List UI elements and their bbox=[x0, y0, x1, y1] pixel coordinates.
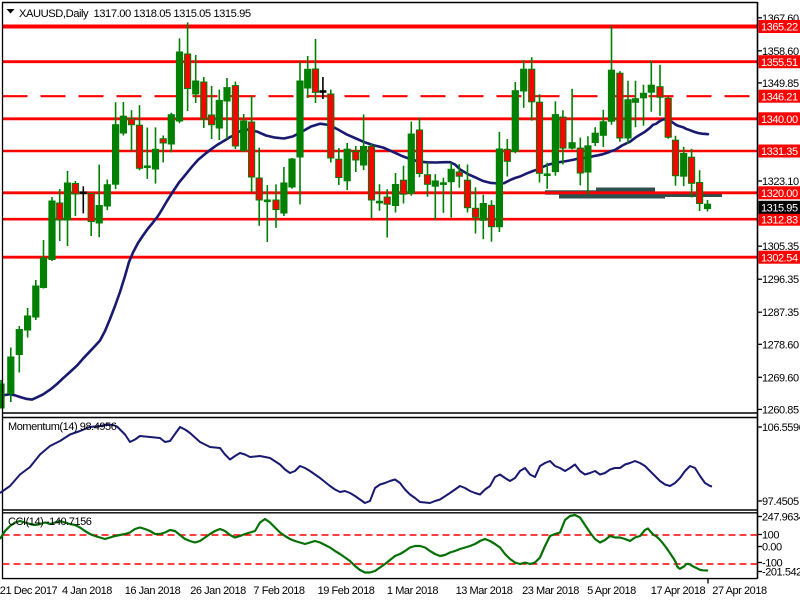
svg-text:1278.60: 1278.60 bbox=[762, 339, 799, 351]
svg-text:0.00: 0.00 bbox=[762, 542, 782, 554]
svg-text:23 Mar 2018: 23 Mar 2018 bbox=[522, 585, 579, 597]
svg-text:17 Apr 2018: 17 Apr 2018 bbox=[651, 585, 706, 597]
svg-text:1312.83: 1312.83 bbox=[761, 214, 798, 226]
svg-text:1302.54: 1302.54 bbox=[761, 252, 798, 264]
svg-text:19 Feb 2018: 19 Feb 2018 bbox=[318, 585, 375, 597]
svg-text:97.4505: 97.4505 bbox=[762, 496, 799, 508]
svg-text:CCI(14) -140.7156: CCI(14) -140.7156 bbox=[8, 516, 92, 528]
svg-text:13 Mar 2018: 13 Mar 2018 bbox=[456, 585, 513, 597]
svg-text:26 Jan 2018: 26 Jan 2018 bbox=[190, 585, 246, 597]
svg-text:7 Feb 2018: 7 Feb 2018 bbox=[253, 585, 304, 597]
svg-text:1269.60: 1269.60 bbox=[762, 372, 799, 384]
svg-text:1340.00: 1340.00 bbox=[761, 114, 798, 126]
svg-text:5 Apr 2018: 5 Apr 2018 bbox=[587, 585, 636, 597]
svg-text:27 Apr 2018: 27 Apr 2018 bbox=[712, 585, 767, 597]
svg-text:1331.35: 1331.35 bbox=[761, 146, 798, 158]
svg-text:1260.85: 1260.85 bbox=[762, 404, 799, 416]
svg-text:1346.21: 1346.21 bbox=[761, 91, 798, 103]
svg-text:1355.51: 1355.51 bbox=[761, 57, 798, 69]
svg-text:XAUUSD,Daily 1317.00 1318.05: XAUUSD,Daily 1317.00 1318.05 1315.05 131… bbox=[19, 8, 251, 20]
svg-text:1320.00: 1320.00 bbox=[761, 188, 798, 200]
svg-text:247.9634: 247.9634 bbox=[762, 512, 800, 524]
svg-text:1 Mar 2018: 1 Mar 2018 bbox=[387, 585, 438, 597]
svg-text:1349.85: 1349.85 bbox=[762, 78, 799, 90]
svg-text:1365.22: 1365.22 bbox=[761, 22, 798, 34]
svg-text:4 Jan 2018: 4 Jan 2018 bbox=[62, 585, 112, 597]
svg-text:-201.5429: -201.5429 bbox=[762, 567, 800, 579]
svg-text:1296.35: 1296.35 bbox=[762, 274, 799, 286]
svg-text:1287.35: 1287.35 bbox=[762, 307, 799, 319]
svg-text:Momentum(14) 98.4956: Momentum(14) 98.4956 bbox=[8, 421, 117, 433]
svg-text:1315.95: 1315.95 bbox=[761, 203, 798, 215]
svg-text:100: 100 bbox=[762, 530, 779, 542]
svg-text:1323.10: 1323.10 bbox=[762, 176, 799, 188]
svg-text:21 Dec 2017: 21 Dec 2017 bbox=[0, 585, 58, 597]
svg-text:106.5596: 106.5596 bbox=[762, 422, 800, 434]
svg-text:16 Jan 2018: 16 Jan 2018 bbox=[125, 585, 181, 597]
